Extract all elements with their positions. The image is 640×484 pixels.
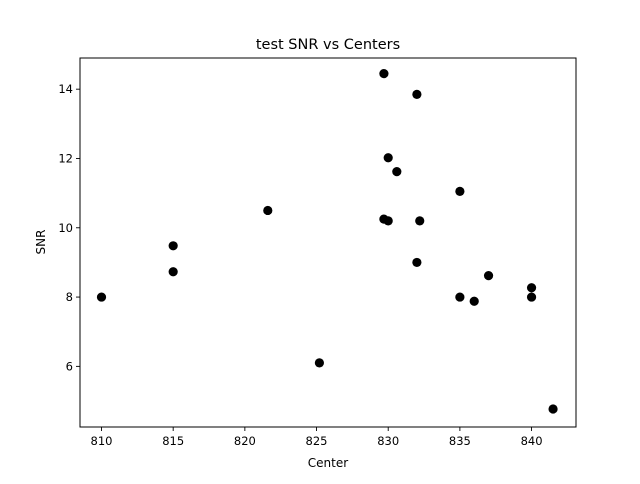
data-points xyxy=(96,68,558,414)
x-tick-label-0: 810 xyxy=(91,434,113,448)
data-point-0 xyxy=(96,292,107,302)
data-point-1 xyxy=(168,241,178,251)
data-point-9 xyxy=(392,167,402,177)
y-tick-label-0: 6 xyxy=(66,359,73,373)
data-point-15 xyxy=(469,296,479,306)
plot-area-frame xyxy=(79,57,577,428)
y-tick-label-2: 10 xyxy=(58,221,73,235)
y-tick-label-4: 14 xyxy=(58,82,73,96)
data-point-16 xyxy=(483,270,494,281)
data-point-12 xyxy=(415,216,425,226)
x-axis-label: Center xyxy=(308,456,348,470)
data-point-13 xyxy=(455,186,465,196)
x-axis-ticks: 810 815 820 825 830 835 840 xyxy=(91,427,543,448)
data-point-14 xyxy=(455,292,465,302)
data-point-19 xyxy=(548,404,558,414)
x-tick-label-2: 820 xyxy=(234,434,256,448)
y-tick-label-3: 12 xyxy=(58,151,73,165)
data-point-2 xyxy=(168,267,178,277)
x-tick-label-6: 840 xyxy=(521,434,543,448)
data-point-5 xyxy=(379,68,389,79)
data-point-8 xyxy=(383,216,393,226)
data-point-4 xyxy=(314,358,324,368)
x-tick-label-4: 830 xyxy=(377,434,399,448)
x-tick-label-3: 825 xyxy=(306,434,328,448)
data-point-3 xyxy=(263,205,273,216)
chart-title: test SNR vs Centers xyxy=(256,37,400,53)
data-point-7 xyxy=(383,153,393,163)
y-tick-label-1: 8 xyxy=(66,290,73,304)
data-point-17 xyxy=(526,283,537,293)
x-tick-label-1: 815 xyxy=(162,434,184,448)
data-point-18 xyxy=(526,292,537,302)
y-axis-label: SNR xyxy=(34,230,48,255)
y-axis-ticks: 6 8 10 12 14 xyxy=(58,82,80,373)
data-point-10 xyxy=(412,89,422,99)
x-tick-label-5: 835 xyxy=(449,434,471,448)
data-point-11 xyxy=(412,257,422,268)
